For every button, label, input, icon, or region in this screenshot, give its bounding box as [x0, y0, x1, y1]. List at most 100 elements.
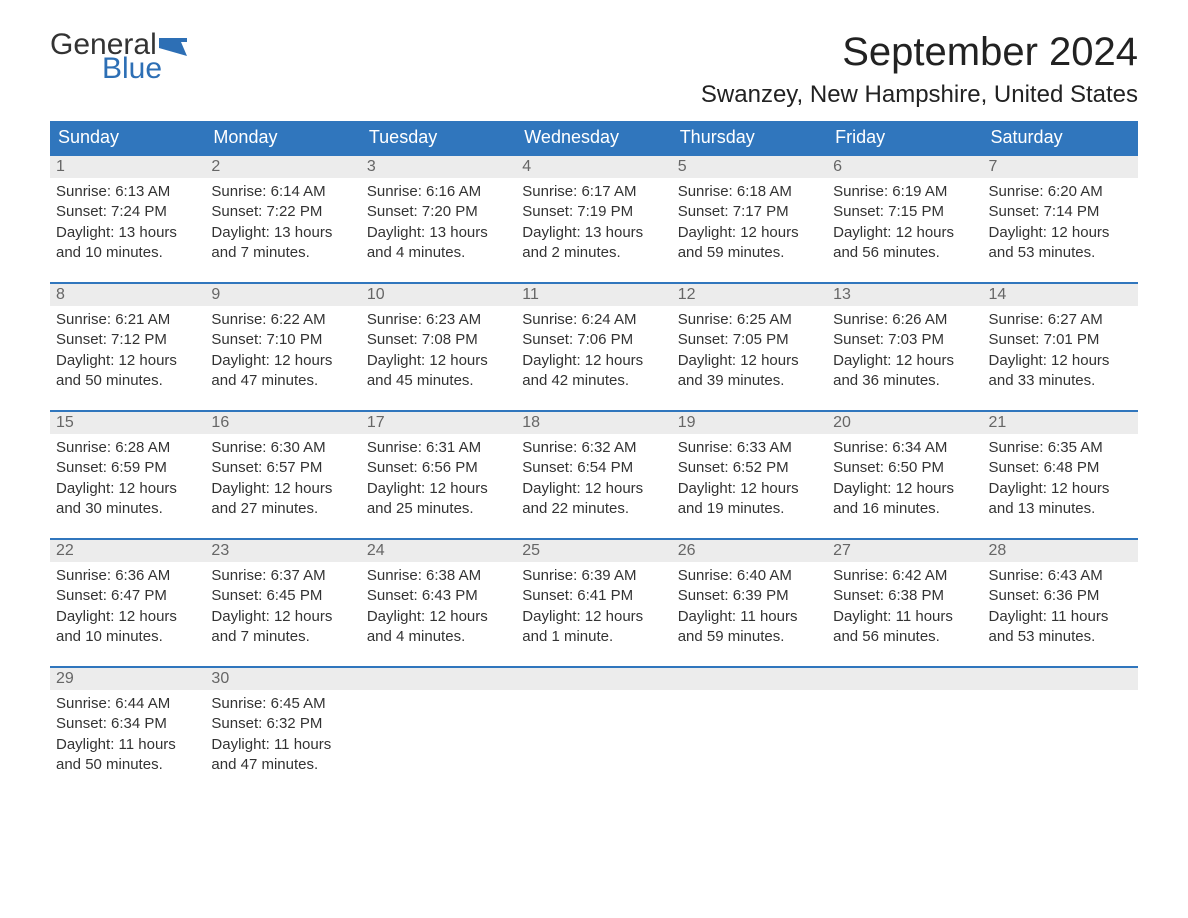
sunrise-text: Sunrise: 6:20 AM [989, 182, 1132, 202]
day-number: 24 [361, 538, 516, 562]
day-body: Sunrise: 6:31 AMSunset: 6:56 PMDaylight:… [361, 434, 516, 529]
daylight-text-1: Daylight: 11 hours [56, 735, 199, 755]
day-number: 19 [672, 410, 827, 434]
daylight-text-2: and 22 minutes. [522, 499, 665, 519]
day-cell: 10Sunrise: 6:23 AMSunset: 7:08 PMDayligh… [361, 282, 516, 410]
daylight-text-2: and 45 minutes. [367, 371, 510, 391]
day-body: Sunrise: 6:44 AMSunset: 6:34 PMDaylight:… [50, 690, 205, 785]
day-number: 12 [672, 282, 827, 306]
daylight-text-1: Daylight: 12 hours [833, 351, 976, 371]
daylight-text-1: Daylight: 12 hours [678, 351, 821, 371]
sunset-text: Sunset: 6:32 PM [211, 714, 354, 734]
day-cell: 18Sunrise: 6:32 AMSunset: 6:54 PMDayligh… [516, 410, 671, 538]
daylight-text-1: Daylight: 12 hours [56, 351, 199, 371]
day-cell: 30Sunrise: 6:45 AMSunset: 6:32 PMDayligh… [205, 666, 360, 794]
sunset-text: Sunset: 6:57 PM [211, 458, 354, 478]
sunrise-text: Sunrise: 6:21 AM [56, 310, 199, 330]
day-number: 15 [50, 410, 205, 434]
week-row: 8Sunrise: 6:21 AMSunset: 7:12 PMDaylight… [50, 282, 1138, 410]
daylight-text-2: and 50 minutes. [56, 371, 199, 391]
day-body: Sunrise: 6:38 AMSunset: 6:43 PMDaylight:… [361, 562, 516, 657]
day-body: Sunrise: 6:33 AMSunset: 6:52 PMDaylight:… [672, 434, 827, 529]
day-number: 27 [827, 538, 982, 562]
daylight-text-2: and 10 minutes. [56, 627, 199, 647]
daylight-text-1: Daylight: 13 hours [367, 223, 510, 243]
sunset-text: Sunset: 6:50 PM [833, 458, 976, 478]
sunset-text: Sunset: 7:20 PM [367, 202, 510, 222]
sunrise-text: Sunrise: 6:31 AM [367, 438, 510, 458]
daylight-text-2: and 2 minutes. [522, 243, 665, 263]
daylight-text-2: and 30 minutes. [56, 499, 199, 519]
day-cell: 15Sunrise: 6:28 AMSunset: 6:59 PMDayligh… [50, 410, 205, 538]
day-body: Sunrise: 6:35 AMSunset: 6:48 PMDaylight:… [983, 434, 1138, 529]
day-body: Sunrise: 6:40 AMSunset: 6:39 PMDaylight:… [672, 562, 827, 657]
day-body: Sunrise: 6:14 AMSunset: 7:22 PMDaylight:… [205, 178, 360, 273]
day-number: 4 [516, 154, 671, 178]
day-number: 29 [50, 666, 205, 690]
day-body: Sunrise: 6:18 AMSunset: 7:17 PMDaylight:… [672, 178, 827, 273]
sunrise-text: Sunrise: 6:19 AM [833, 182, 976, 202]
day-cell: 22Sunrise: 6:36 AMSunset: 6:47 PMDayligh… [50, 538, 205, 666]
sunrise-text: Sunrise: 6:27 AM [989, 310, 1132, 330]
day-number: 10 [361, 282, 516, 306]
day-body: Sunrise: 6:27 AMSunset: 7:01 PMDaylight:… [983, 306, 1138, 401]
day-cell: 8Sunrise: 6:21 AMSunset: 7:12 PMDaylight… [50, 282, 205, 410]
calendar-head: SundayMondayTuesdayWednesdayThursdayFrid… [50, 121, 1138, 154]
daylight-text-1: Daylight: 12 hours [522, 607, 665, 627]
day-cell: 9Sunrise: 6:22 AMSunset: 7:10 PMDaylight… [205, 282, 360, 410]
day-body: Sunrise: 6:17 AMSunset: 7:19 PMDaylight:… [516, 178, 671, 273]
sunset-text: Sunset: 6:45 PM [211, 586, 354, 606]
day-cell: 11Sunrise: 6:24 AMSunset: 7:06 PMDayligh… [516, 282, 671, 410]
sunset-text: Sunset: 6:41 PM [522, 586, 665, 606]
day-cell: 20Sunrise: 6:34 AMSunset: 6:50 PMDayligh… [827, 410, 982, 538]
day-number: 21 [983, 410, 1138, 434]
day-number: . [672, 666, 827, 690]
day-body: Sunrise: 6:32 AMSunset: 6:54 PMDaylight:… [516, 434, 671, 529]
day-cell: . [361, 666, 516, 794]
flag-icon [159, 38, 187, 56]
daylight-text-1: Daylight: 12 hours [367, 351, 510, 371]
daylight-text-1: Daylight: 12 hours [211, 351, 354, 371]
sunrise-text: Sunrise: 6:34 AM [833, 438, 976, 458]
day-body: Sunrise: 6:19 AMSunset: 7:15 PMDaylight:… [827, 178, 982, 273]
daylight-text-2: and 10 minutes. [56, 243, 199, 263]
day-cell: 28Sunrise: 6:43 AMSunset: 6:36 PMDayligh… [983, 538, 1138, 666]
day-body: Sunrise: 6:30 AMSunset: 6:57 PMDaylight:… [205, 434, 360, 529]
day-cell: 12Sunrise: 6:25 AMSunset: 7:05 PMDayligh… [672, 282, 827, 410]
sunrise-text: Sunrise: 6:14 AM [211, 182, 354, 202]
daylight-text-2: and 25 minutes. [367, 499, 510, 519]
day-body: Sunrise: 6:42 AMSunset: 6:38 PMDaylight:… [827, 562, 982, 657]
daylight-text-1: Daylight: 12 hours [367, 479, 510, 499]
day-number: 17 [361, 410, 516, 434]
sunset-text: Sunset: 6:47 PM [56, 586, 199, 606]
daylight-text-1: Daylight: 11 hours [211, 735, 354, 755]
daylight-text-1: Daylight: 12 hours [989, 479, 1132, 499]
sunrise-text: Sunrise: 6:45 AM [211, 694, 354, 714]
sunset-text: Sunset: 7:12 PM [56, 330, 199, 350]
sunrise-text: Sunrise: 6:26 AM [833, 310, 976, 330]
sunrise-text: Sunrise: 6:38 AM [367, 566, 510, 586]
day-cell: . [516, 666, 671, 794]
day-number: 22 [50, 538, 205, 562]
daylight-text-2: and 19 minutes. [678, 499, 821, 519]
sunrise-text: Sunrise: 6:44 AM [56, 694, 199, 714]
daylight-text-2: and 7 minutes. [211, 243, 354, 263]
daylight-text-1: Daylight: 12 hours [678, 479, 821, 499]
daylight-text-1: Daylight: 12 hours [211, 479, 354, 499]
day-cell: 3Sunrise: 6:16 AMSunset: 7:20 PMDaylight… [361, 154, 516, 282]
daylight-text-1: Daylight: 11 hours [989, 607, 1132, 627]
day-body: Sunrise: 6:23 AMSunset: 7:08 PMDaylight:… [361, 306, 516, 401]
sunrise-text: Sunrise: 6:30 AM [211, 438, 354, 458]
sunset-text: Sunset: 6:36 PM [989, 586, 1132, 606]
day-body: Sunrise: 6:36 AMSunset: 6:47 PMDaylight:… [50, 562, 205, 657]
daylight-text-1: Daylight: 12 hours [833, 223, 976, 243]
daylight-text-1: Daylight: 12 hours [56, 607, 199, 627]
day-number: . [827, 666, 982, 690]
daylight-text-1: Daylight: 12 hours [211, 607, 354, 627]
day-body: Sunrise: 6:21 AMSunset: 7:12 PMDaylight:… [50, 306, 205, 401]
daylight-text-1: Daylight: 12 hours [367, 607, 510, 627]
sunset-text: Sunset: 7:03 PM [833, 330, 976, 350]
daylight-text-2: and 56 minutes. [833, 243, 976, 263]
day-number: 23 [205, 538, 360, 562]
month-title: September 2024 [701, 30, 1138, 75]
